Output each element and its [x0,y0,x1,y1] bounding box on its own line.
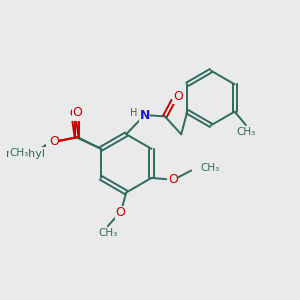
Text: O: O [168,173,178,186]
Text: O: O [72,106,82,119]
Text: CH₃: CH₃ [201,163,220,173]
Text: O: O [70,107,79,120]
Text: O: O [173,90,183,103]
Text: methyl: methyl [7,148,46,158]
Text: H: H [130,108,138,118]
Text: O: O [47,135,57,148]
Text: O: O [115,206,125,219]
Text: CH₃: CH₃ [236,127,256,136]
Text: N: N [140,109,150,122]
Text: CH₃: CH₃ [9,148,28,158]
Text: O: O [49,135,59,148]
Text: CH₃: CH₃ [98,228,117,238]
Text: methyl: methyl [6,148,45,159]
